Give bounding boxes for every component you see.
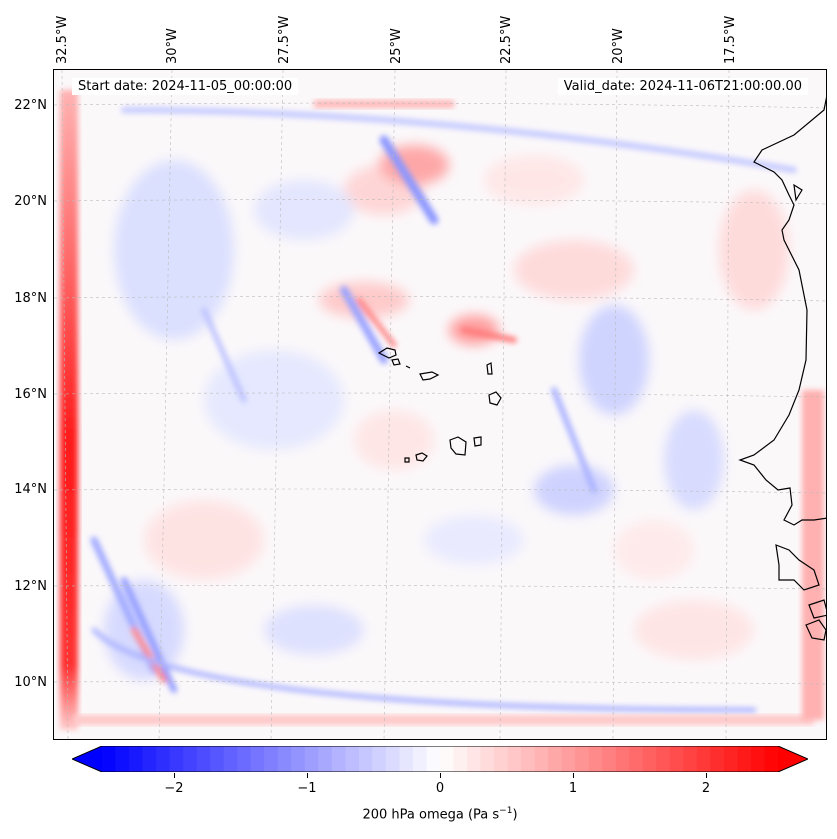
colorbar-tick-mark	[440, 773, 441, 778]
colorbar-swatch	[696, 746, 711, 772]
colorbar-tick-mark	[706, 773, 707, 778]
omega-blotches	[104, 145, 789, 680]
bottom-boundary-band	[74, 715, 814, 725]
lon-label-30w: 30°W	[165, 28, 180, 64]
colorbar-swatch	[534, 746, 549, 772]
colorbar-swatch	[358, 746, 373, 772]
gridlines	[54, 70, 826, 739]
omega-field-map	[54, 70, 826, 739]
colorbar-swatch	[683, 746, 698, 772]
colorbar-tick-label: −2	[164, 781, 184, 796]
colorbar	[70, 745, 810, 773]
colorbar-swatch	[223, 746, 238, 772]
colorbar-swatch	[115, 746, 130, 772]
colorbar-swatch	[764, 746, 779, 772]
colorbar-swatch	[480, 746, 495, 772]
colorbar-swatch	[548, 746, 563, 772]
right-boundary-band	[802, 390, 824, 720]
colorbar-tick-label: 2	[701, 781, 711, 796]
colorbar-tick-mark	[174, 773, 175, 778]
lon-label-22.5w: 22.5°W	[499, 15, 514, 64]
valid-date-label: Valid_date: 2024-11-06T21:00:00.00	[557, 78, 808, 95]
colorbar-swatch	[723, 746, 739, 772]
colorbar-tick-label: 0	[435, 781, 445, 796]
colorbar-tick-label: −1	[297, 781, 317, 796]
coastlines	[738, 96, 826, 641]
colorbar-swatch	[561, 746, 576, 772]
cape-verde-islands	[377, 347, 502, 463]
colorbar-swatch	[196, 746, 211, 772]
lon-label-27.5w: 27.5°W	[277, 15, 292, 64]
lat-label-20n: 20°N	[14, 194, 47, 209]
colorbar-swatch	[629, 746, 644, 772]
lat-label-10n: 10°N	[14, 675, 47, 690]
colorbar-swatch	[588, 746, 603, 772]
colorbar-swatch	[102, 746, 117, 772]
lat-label-18n: 18°N	[14, 291, 47, 306]
left-boundary-band	[60, 90, 78, 730]
africa-coastline	[738, 96, 826, 526]
colorbar-swatch	[412, 746, 428, 772]
colorbar-swatch	[453, 746, 468, 772]
lon-label-20w: 20°W	[611, 28, 626, 64]
colorbar-swatch	[277, 746, 292, 772]
lon-label-17.5w: 17.5°W	[723, 15, 738, 64]
omega-streaks	[90, 107, 797, 713]
colorbar-swatch	[237, 746, 252, 772]
lon-label-32.5w: 32.5°W	[55, 15, 70, 64]
colorbar-swatch	[737, 746, 752, 772]
colorbar-swatch	[575, 746, 590, 772]
colorbar-swatch	[602, 746, 617, 772]
colorbar-swatch	[669, 746, 684, 772]
colorbar-extend-max	[778, 746, 808, 772]
colorbar-swatch	[521, 746, 536, 772]
lon-label-25w: 25°W	[389, 28, 404, 64]
colorbar-swatch	[399, 746, 414, 772]
start-date-label: Start date: 2024-11-05_00:00:00	[72, 78, 299, 95]
colorbar-label-close: )	[512, 807, 518, 823]
colorbar-swatch	[642, 746, 657, 772]
colorbar-swatch	[304, 746, 319, 772]
colorbar-swatch	[656, 746, 671, 772]
colorbar-label: 200 hPa omega (Pa s−1)	[0, 806, 837, 822]
colorbar-tick-mark	[573, 773, 574, 778]
colorbar-label-exponent: −1	[499, 806, 513, 816]
colorbar-swatch	[494, 746, 509, 772]
colorbar-svg	[70, 745, 810, 773]
colorbar-swatch	[426, 746, 441, 772]
colorbar-label-text: 200 hPa omega (Pa s	[362, 807, 500, 823]
lat-label-22n: 22°N	[14, 98, 47, 113]
colorbar-extend-min	[72, 746, 102, 772]
colorbar-swatch	[183, 746, 198, 772]
colorbar-swatch	[750, 746, 766, 772]
top-boundary-band	[314, 100, 454, 108]
colorbar-tick-mark	[307, 773, 308, 778]
colorbar-swatch	[291, 746, 306, 772]
colorbar-swatch	[318, 746, 333, 772]
colorbar-swatch	[156, 746, 171, 772]
colorbar-swatch	[345, 746, 360, 772]
colorbar-swatch	[142, 746, 157, 772]
lat-label-16n: 16°N	[14, 387, 47, 402]
map-panel[interactable]: Start date: 2024-11-05_00:00:00 Valid_da…	[53, 69, 827, 740]
colorbar-swatch	[710, 746, 725, 772]
colorbar-tick-label: 1	[568, 781, 578, 796]
colorbar-swatch	[440, 746, 455, 772]
colorbar-swatch	[169, 746, 184, 772]
colorbar-swatch	[264, 746, 279, 772]
colorbar-swatch	[129, 746, 144, 772]
colorbar-swatch	[507, 746, 522, 772]
colorbar-swatch	[372, 746, 387, 772]
colorbar-swatch	[250, 746, 265, 772]
lat-label-14n: 14°N	[14, 482, 47, 497]
colorbar-swatch	[210, 746, 225, 772]
lat-label-12n: 12°N	[14, 579, 47, 594]
colorbar-swatch	[615, 746, 630, 772]
colorbar-swatch	[331, 746, 346, 772]
colorbar-swatch	[385, 746, 401, 772]
colorbar-swatch	[467, 746, 482, 772]
